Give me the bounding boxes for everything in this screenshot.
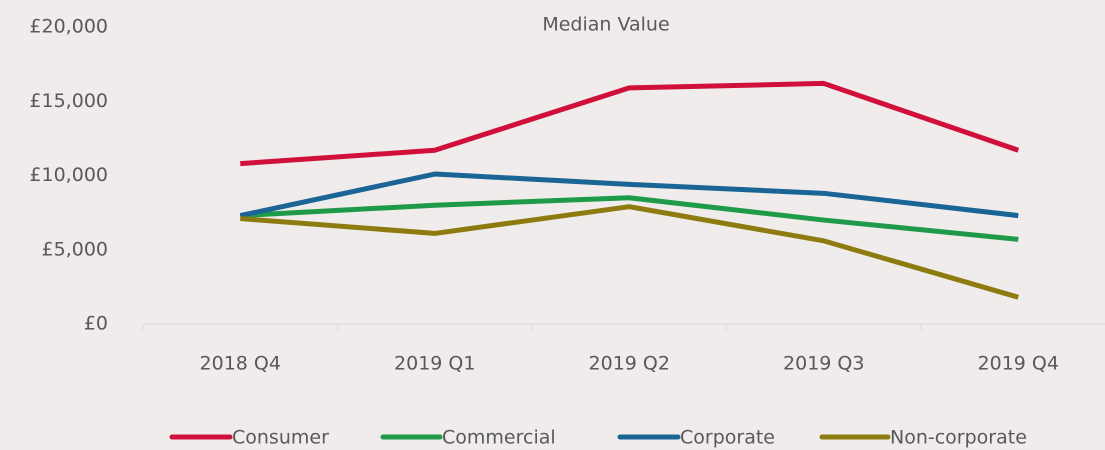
x-tick-label: 2019 Q4 [978,353,1059,375]
y-tick-label: £0 [84,313,108,335]
y-tick-label: £10,000 [29,164,108,186]
series-line [240,80,1020,167]
y-tick-label: £20,000 [29,16,108,38]
y-tick-label: £15,000 [29,90,108,112]
legend-label: Commercial [442,427,556,449]
series-line [240,204,1019,300]
legend-label: Consumer [232,427,329,449]
x-tick-label: 2019 Q1 [394,353,475,375]
x-tick-label: 2018 Q4 [200,353,281,375]
x-tick-label: 2019 Q2 [589,353,670,375]
x-tick-label: 2019 Q3 [783,353,864,375]
series-line [240,195,1019,242]
legend-label: Non-corporate [890,427,1027,449]
chart-title: Median Value [542,14,669,36]
legend-label: Corporate [680,427,775,449]
y-tick-label: £5,000 [42,238,108,260]
series-line [239,171,1019,219]
